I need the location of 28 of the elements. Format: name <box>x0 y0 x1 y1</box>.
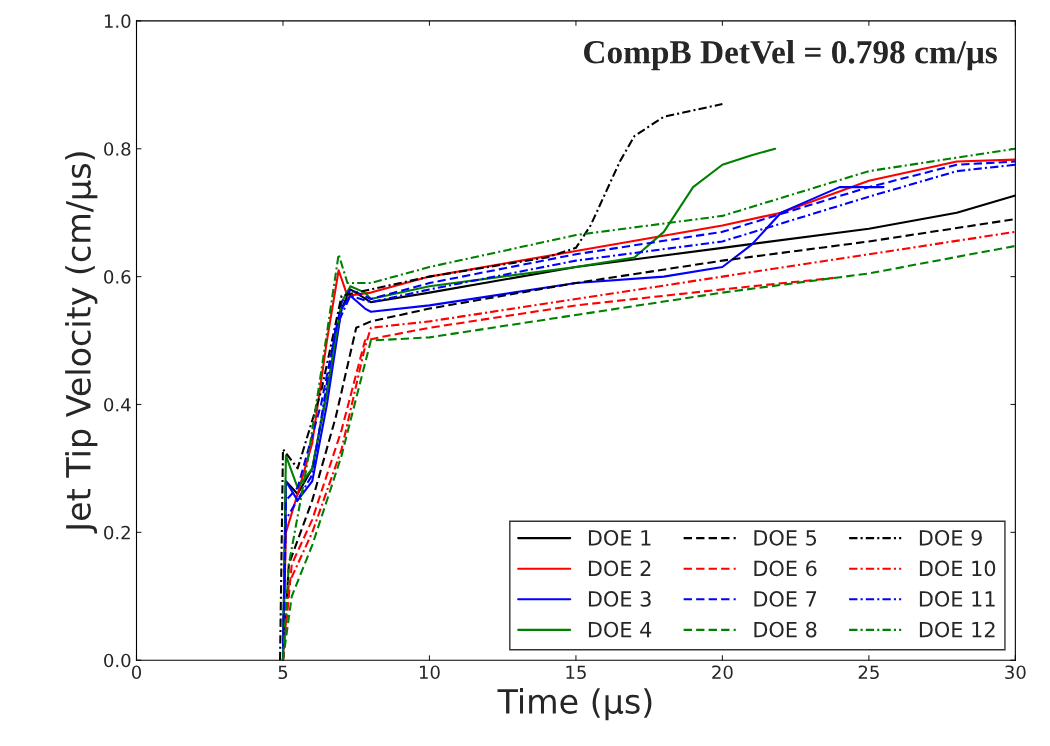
x-tick-label: 0 <box>131 665 142 680</box>
x-tick-label: 20 <box>712 665 733 680</box>
legend-label: DOE 4 <box>588 621 652 638</box>
y-tick-label: 0.8 <box>104 142 131 156</box>
legend-label: DOE 6 <box>754 560 817 577</box>
y-tick-label: 0.4 <box>104 397 131 412</box>
x-tick-label: 5 <box>278 665 288 680</box>
x-axis-title: Time (μs) <box>497 688 652 721</box>
legend-label: DOE 9 <box>919 529 982 546</box>
legend-label: DOE 1 <box>588 529 651 546</box>
legend-label: DOE 3 <box>588 591 651 607</box>
legend-label: DOE 7 <box>754 591 817 607</box>
legend-label: DOE 8 <box>754 621 817 638</box>
legend-label: DOE 10 <box>919 560 996 577</box>
y-tick-label: 0.6 <box>104 270 131 284</box>
x-tick-label: 15 <box>566 665 586 680</box>
legend-label: DOE 5 <box>754 529 817 546</box>
legend-label: DOE 12 <box>919 621 995 638</box>
annotation: CompB DetVel = 0.798 cm/μs <box>584 40 997 71</box>
y-tick-label: 0.2 <box>104 525 130 540</box>
legend-label: DOE 2 <box>588 560 651 577</box>
legend-label: DOE 11 <box>919 591 995 607</box>
x-tick-label: 10 <box>419 665 440 680</box>
x-tick-label: 30 <box>1005 665 1026 680</box>
y-tick-label: 1.0 <box>104 14 131 28</box>
y-axis-title: Jet Tip Velocity (cm/μs) <box>65 152 98 534</box>
x-tick-label: 25 <box>858 665 879 680</box>
y-tick-label: 0.0 <box>104 653 131 668</box>
